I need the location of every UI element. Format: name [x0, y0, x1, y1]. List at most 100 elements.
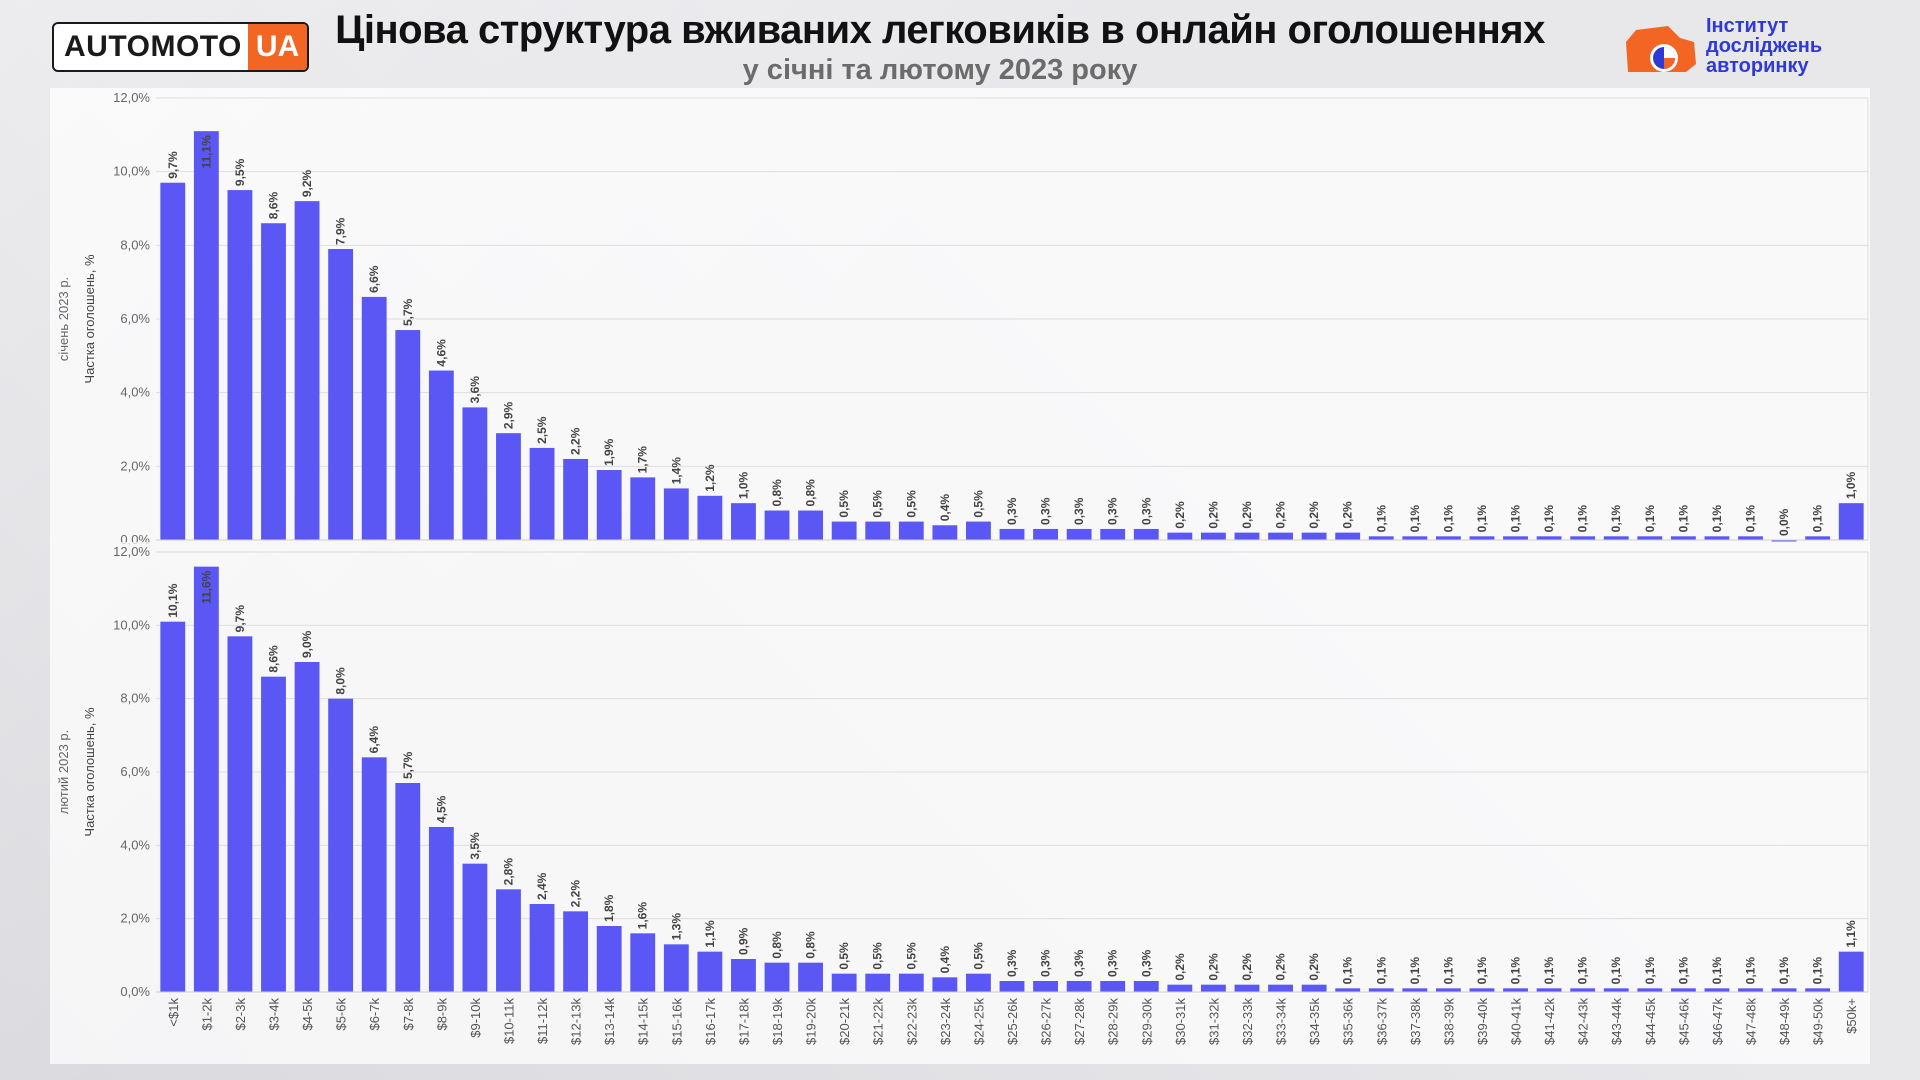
- data-label: 0,1%: [1441, 505, 1455, 533]
- data-label: 0,5%: [837, 942, 851, 970]
- data-label: 0,5%: [904, 490, 918, 518]
- data-label: 0,3%: [1139, 497, 1153, 525]
- bar: [1100, 528, 1126, 540]
- bar: [1301, 984, 1327, 992]
- data-label: 0,4%: [938, 946, 952, 974]
- data-label: 0,1%: [1475, 957, 1489, 985]
- data-label: 6,4%: [367, 726, 381, 754]
- x-tick-label: $11-12k: [535, 998, 550, 1045]
- bar: [1133, 528, 1159, 540]
- bar: [1738, 536, 1763, 540]
- x-tick-label: $24-25k: [971, 998, 986, 1045]
- data-label: 0,2%: [1240, 501, 1254, 529]
- data-label: 0,8%: [770, 479, 784, 507]
- data-label: 9,7%: [166, 151, 180, 179]
- bar: [1200, 532, 1226, 540]
- y-tick-label: 8,0%: [120, 691, 150, 706]
- data-label: 0,1%: [1777, 957, 1791, 985]
- bar: [596, 926, 622, 992]
- x-tick-label: $4-5k: [300, 998, 315, 1031]
- x-tick-label: $39-40k: [1475, 998, 1490, 1045]
- data-label: 3,5%: [468, 832, 482, 860]
- bar: [193, 566, 219, 992]
- bar: [563, 458, 589, 540]
- bar: [1335, 988, 1361, 992]
- bar: [1368, 988, 1394, 992]
- chart-panel-january: 0,0% 2,0% 4,0% 6,0% 8,0% 10,0% 12,0% січень 202…: [50, 88, 1870, 547]
- x-tick-label: $48-49k: [1777, 998, 1792, 1045]
- data-label: 0,2%: [1206, 501, 1220, 529]
- bar: [1066, 981, 1092, 992]
- bar: [529, 904, 555, 992]
- data-label: 2,5%: [535, 416, 549, 444]
- data-label: 2,9%: [501, 402, 515, 430]
- bar: [1033, 981, 1058, 992]
- bar: [1133, 981, 1159, 992]
- x-tick-label: $46-47k: [1710, 998, 1725, 1045]
- bar: [261, 676, 286, 992]
- bar: [932, 977, 958, 992]
- data-label: 0,1%: [1441, 957, 1455, 985]
- bar: [328, 249, 354, 540]
- x-tick-label: $12-13k: [569, 998, 584, 1045]
- bar: [1805, 988, 1831, 992]
- bar: [193, 131, 219, 540]
- data-label: 0,1%: [1710, 505, 1724, 533]
- data-label: 0,5%: [871, 942, 885, 970]
- x-tick-label: $25-26k: [1005, 998, 1020, 1045]
- bar: [1603, 536, 1629, 540]
- data-label: 0,5%: [871, 490, 885, 518]
- data-label: 1,2%: [703, 464, 717, 492]
- bar: [361, 296, 387, 540]
- y-tick-label: 0,0%: [120, 984, 150, 999]
- bar: [1234, 532, 1260, 540]
- y-tick-label: 10,0%: [113, 164, 150, 179]
- bar: [1805, 536, 1831, 540]
- bar: [261, 223, 286, 540]
- x-tick-label: $5-6k: [334, 998, 349, 1031]
- bar: [1637, 536, 1663, 540]
- data-label: 0,8%: [770, 931, 784, 959]
- bar: [1066, 528, 1092, 540]
- data-label: 9,5%: [233, 158, 247, 186]
- x-tick-label: $6-7k: [367, 998, 382, 1031]
- y-axis-label: Частка оголошень, %: [82, 707, 97, 837]
- data-label: 0,3%: [1039, 497, 1053, 525]
- bar: [764, 510, 790, 540]
- bar: [160, 182, 186, 540]
- data-label: 0,1%: [1643, 957, 1657, 985]
- institute-line-1: Інститут: [1706, 15, 1789, 37]
- data-label: 0,1%: [1374, 957, 1388, 985]
- x-tick-label: $1-2k: [199, 998, 214, 1031]
- x-tick-label: $38-39k: [1441, 998, 1456, 1045]
- data-label: 0,3%: [1106, 497, 1120, 525]
- bar: [227, 636, 253, 992]
- bar: [1469, 536, 1495, 540]
- bar: [966, 973, 991, 992]
- x-tick-label: $34-35k: [1307, 998, 1322, 1045]
- data-label: 0,5%: [904, 942, 918, 970]
- bar: [999, 981, 1025, 992]
- data-label: 0,1%: [1710, 957, 1724, 985]
- bar: [1469, 988, 1495, 992]
- data-label: 0,1%: [1475, 505, 1489, 533]
- data-label: 0,2%: [1240, 953, 1254, 981]
- y-tick-label: 2,0%: [120, 458, 150, 473]
- bar: [999, 528, 1025, 540]
- x-tick-label: $32-33k: [1240, 998, 1255, 1045]
- data-label: 5,7%: [401, 751, 415, 779]
- bar: [496, 433, 521, 540]
- x-tick-label: $14-15k: [636, 998, 651, 1045]
- x-tick-label: $7-8k: [401, 998, 416, 1031]
- bar: [395, 783, 421, 992]
- data-label: 10,1%: [166, 583, 180, 617]
- x-tick-label: $50k+: [1844, 998, 1859, 1034]
- logo-main-text: AUTOMOTO: [64, 30, 242, 63]
- data-label: 1,1%: [1844, 920, 1858, 948]
- bar: [462, 407, 488, 540]
- data-label: 0,5%: [837, 490, 851, 518]
- period-label: лютий 2023 р.: [56, 730, 71, 815]
- bar: [1838, 951, 1864, 992]
- x-tick-label: $15-16k: [669, 998, 684, 1045]
- y-tick-label: 12,0%: [113, 90, 150, 105]
